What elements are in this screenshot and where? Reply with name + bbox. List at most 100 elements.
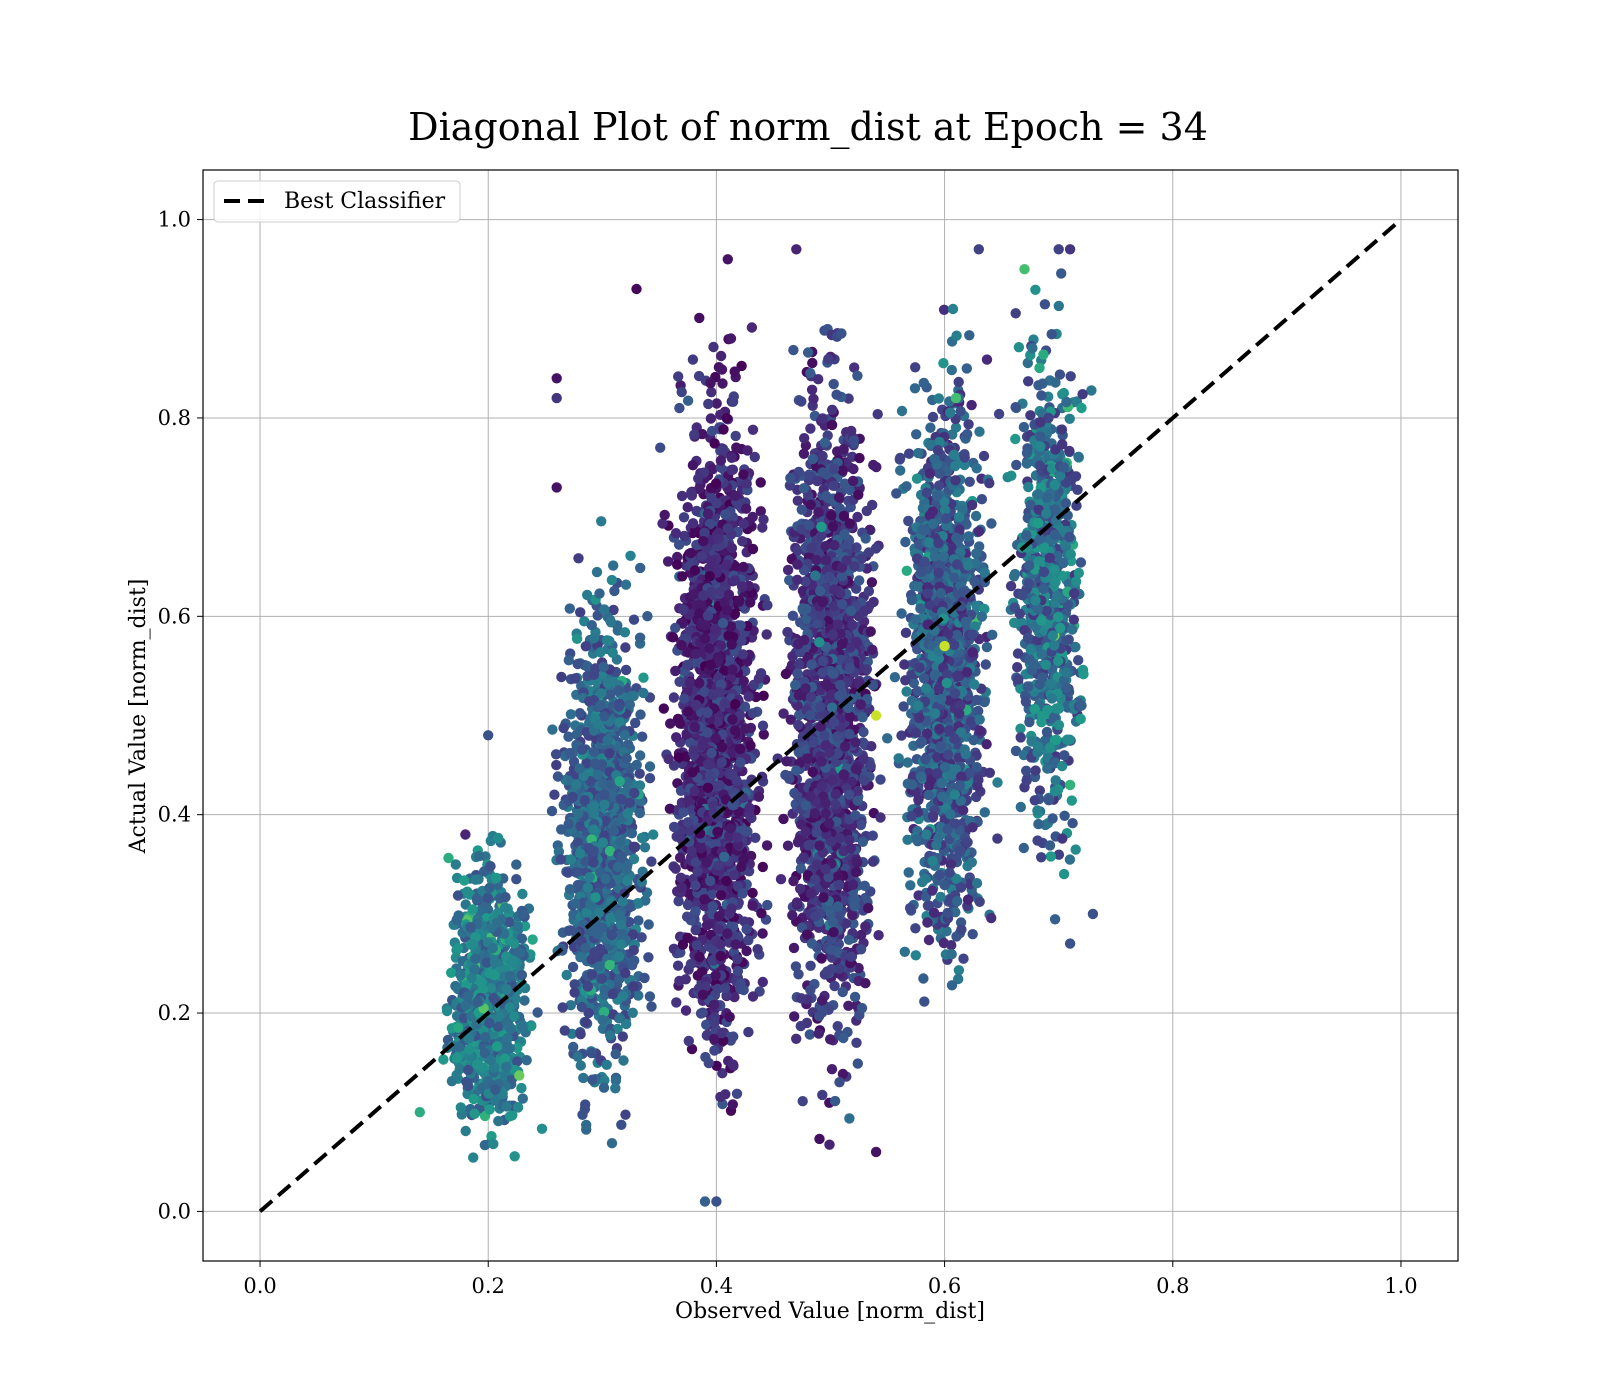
scatter-point [491, 1041, 503, 1052]
scatter-point [725, 333, 737, 344]
scatter-point [719, 851, 730, 862]
scatter-point [726, 639, 737, 650]
scatter-point [702, 759, 714, 770]
scatter-point [620, 579, 632, 590]
scatter-point [747, 708, 758, 719]
scatter-point [679, 693, 690, 704]
scatter-point [582, 981, 594, 992]
scatter-point [720, 509, 731, 520]
scatter-point [569, 898, 581, 909]
scatter-point [705, 875, 716, 887]
scatter-point [677, 571, 688, 582]
scatter-point [697, 1007, 708, 1018]
scatter-point [738, 469, 749, 480]
scatter-point [574, 848, 586, 859]
scatter-point [638, 672, 649, 683]
scatter-point [689, 785, 700, 797]
scatter-point [694, 312, 705, 324]
scatter-point [552, 771, 564, 782]
scatter-point [627, 1007, 638, 1018]
scatter-point [580, 1099, 591, 1110]
scatter-point [723, 589, 735, 600]
scatter-point [491, 917, 503, 928]
scatter-point [709, 438, 720, 449]
scatter-point [596, 688, 607, 699]
scatter-point [511, 874, 522, 885]
scatter-point [728, 391, 739, 402]
scatter-point [505, 970, 516, 982]
scatter-point [487, 942, 498, 954]
scatter-point [485, 983, 497, 994]
scatter-point [565, 709, 577, 720]
scatter-point [715, 950, 726, 962]
scatter-point [527, 934, 538, 945]
scatter-point [477, 1062, 489, 1073]
scatter-point [614, 836, 626, 848]
scatter-point [598, 661, 609, 673]
scatter-point [469, 964, 480, 975]
scatter-point [514, 1070, 525, 1081]
scatter-point [588, 801, 600, 812]
scatter-point [688, 589, 699, 600]
scatter-point [726, 903, 737, 914]
scatter-point [691, 940, 702, 951]
scatter-point [484, 1104, 495, 1115]
scatter-point [728, 869, 740, 881]
scatter-point [713, 924, 724, 935]
scatter-point [747, 887, 758, 899]
scatter-point [526, 1020, 537, 1032]
scatter-point [467, 904, 478, 915]
scatter-point [863, 586, 875, 597]
scatter-point [717, 378, 728, 389]
scatter-point [597, 1015, 608, 1026]
scatter-point [516, 933, 528, 944]
scatter-point [572, 1051, 583, 1062]
scatter-point [670, 622, 681, 634]
scatter-point [721, 559, 732, 570]
scatter-point [747, 543, 759, 555]
scatter-point [597, 837, 609, 848]
scatter-point [714, 780, 725, 791]
scatter-point [670, 863, 681, 874]
scatter-point [559, 1025, 570, 1036]
scatter-point [715, 350, 727, 362]
scatter-point [693, 370, 705, 382]
scatter-point [699, 620, 711, 631]
scatter-point [642, 611, 653, 622]
scatter-point [743, 1026, 754, 1038]
scatter-point [696, 551, 708, 562]
scatter-point [715, 455, 727, 466]
scatter-point [741, 478, 752, 489]
scatter-point [580, 942, 591, 954]
scatter-point [561, 969, 572, 981]
scatter-point [674, 402, 685, 414]
scatter-point [469, 1108, 480, 1120]
scatter-point [676, 386, 687, 398]
scatter-point [507, 1110, 518, 1121]
scatter-point [741, 503, 752, 514]
scatter-point [574, 763, 585, 774]
scatter-point [591, 566, 603, 578]
scatter-point [610, 1083, 621, 1094]
scatter-point [521, 1055, 532, 1066]
scatter-point [672, 559, 683, 570]
scatter-point [678, 806, 689, 818]
scatter-point [479, 1047, 491, 1059]
scatter-point [713, 533, 724, 544]
scatter-point [628, 853, 640, 865]
scatter-point [586, 969, 598, 980]
scatter-point [488, 993, 499, 1004]
scatter-point [504, 916, 515, 928]
scatter-point [485, 1055, 497, 1066]
scatter-point [564, 748, 576, 759]
scatter-point [644, 991, 656, 1002]
scatter-point [740, 723, 751, 734]
scatter-point [588, 746, 600, 757]
scatter-point [662, 556, 674, 567]
scatter-point [708, 689, 719, 701]
scatter-point [588, 857, 599, 868]
scatter-point [516, 1021, 527, 1033]
scatter-point [709, 1045, 720, 1056]
scatter-point [622, 808, 633, 819]
scatter-point [517, 909, 529, 920]
